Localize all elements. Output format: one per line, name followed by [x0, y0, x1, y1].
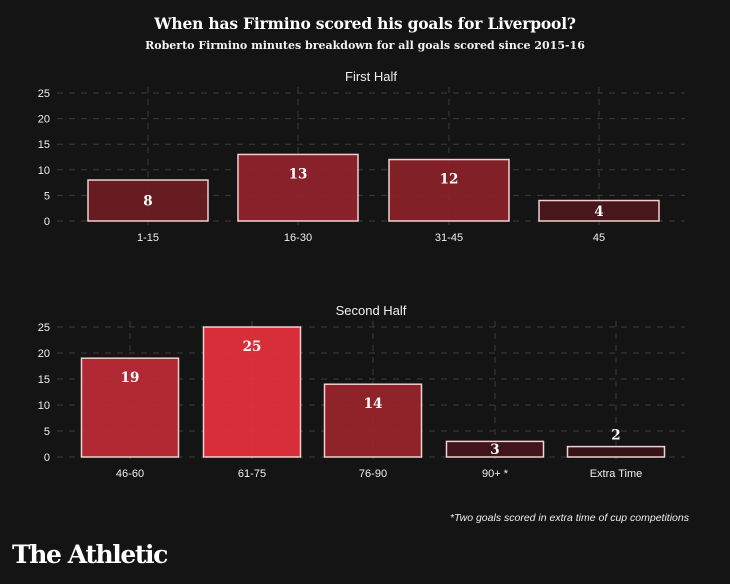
chart-subtitle: Roberto Firmino minutes breakdown for al…	[145, 39, 585, 52]
first-half-gridlines	[57, 87, 685, 227]
x-category-label: 61-75	[238, 468, 266, 480]
x-category-label: Extra Time	[590, 468, 643, 480]
first-half-bar-16-30[interactable]	[237, 153, 359, 222]
first-half-title: First Half	[345, 69, 397, 84]
second-half-bar-extra-time[interactable]	[566, 445, 666, 458]
first-half-bar-1-15[interactable]	[87, 179, 209, 222]
x-category-label: 1-15	[137, 232, 159, 244]
y-tick-label: 10	[38, 400, 50, 412]
bar-value-label: 14	[364, 396, 383, 412]
bar-value-label: 4	[594, 204, 603, 220]
y-tick-label: 15	[38, 374, 50, 386]
x-category-label: 31-45	[435, 232, 463, 244]
bar-value-label: 25	[243, 339, 262, 355]
x-category-label: 16-30	[284, 232, 312, 244]
chart-title: When has Firmino scored his goals for Li…	[154, 14, 576, 33]
second-half-bar-90[interactable]	[445, 440, 545, 458]
bar-value-label: 13	[289, 166, 308, 182]
x-category-label: 45	[593, 232, 605, 244]
y-tick-label: 20	[38, 114, 50, 126]
x-category-label: 46-60	[116, 468, 144, 480]
first-half-bar-31-45[interactable]	[388, 158, 510, 222]
the-athletic-logo: The Athletic	[12, 540, 168, 569]
first-half-panel: First Half 0 5 10 15 20 25 8 1-15 13 16-30 12 31-45…	[38, 69, 685, 244]
y-tick-label: 10	[38, 165, 50, 177]
bar-value-label: 3	[490, 442, 499, 458]
x-category-label: 76-90	[359, 468, 387, 480]
bar-value-label: 12	[440, 172, 459, 188]
y-tick-label: 0	[44, 452, 50, 464]
y-tick-label: 25	[38, 322, 50, 334]
y-tick-label: 0	[44, 216, 50, 228]
x-category-label: 90+ *	[482, 468, 509, 480]
y-tick-label: 25	[38, 88, 50, 100]
footnote: *Two goals scored in extra time of cup c…	[449, 512, 689, 524]
first-half-bar-45[interactable]	[538, 199, 660, 222]
second-half-bar-61-75[interactable]	[202, 326, 302, 458]
second-half-bar-76-90[interactable]	[323, 383, 423, 458]
y-tick-label: 5	[44, 426, 50, 438]
y-tick-label: 20	[38, 348, 50, 360]
bar-value-label: 2	[611, 428, 620, 444]
bar-value-label: 8	[143, 194, 152, 210]
bar-value-label: 19	[121, 370, 140, 386]
second-half-title: Second Half	[336, 303, 407, 318]
y-tick-label: 5	[44, 190, 50, 202]
y-tick-label: 15	[38, 139, 50, 151]
second-half-panel: Second Half 0 5 10 15 20 25 19 46-60 25 61-75 14 76…	[38, 303, 685, 480]
second-half-bar-46-60[interactable]	[80, 357, 180, 458]
